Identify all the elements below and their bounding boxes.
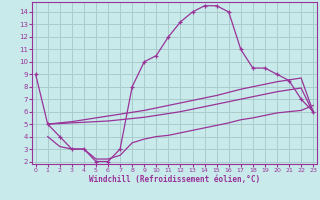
X-axis label: Windchill (Refroidissement éolien,°C): Windchill (Refroidissement éolien,°C) xyxy=(89,175,260,184)
